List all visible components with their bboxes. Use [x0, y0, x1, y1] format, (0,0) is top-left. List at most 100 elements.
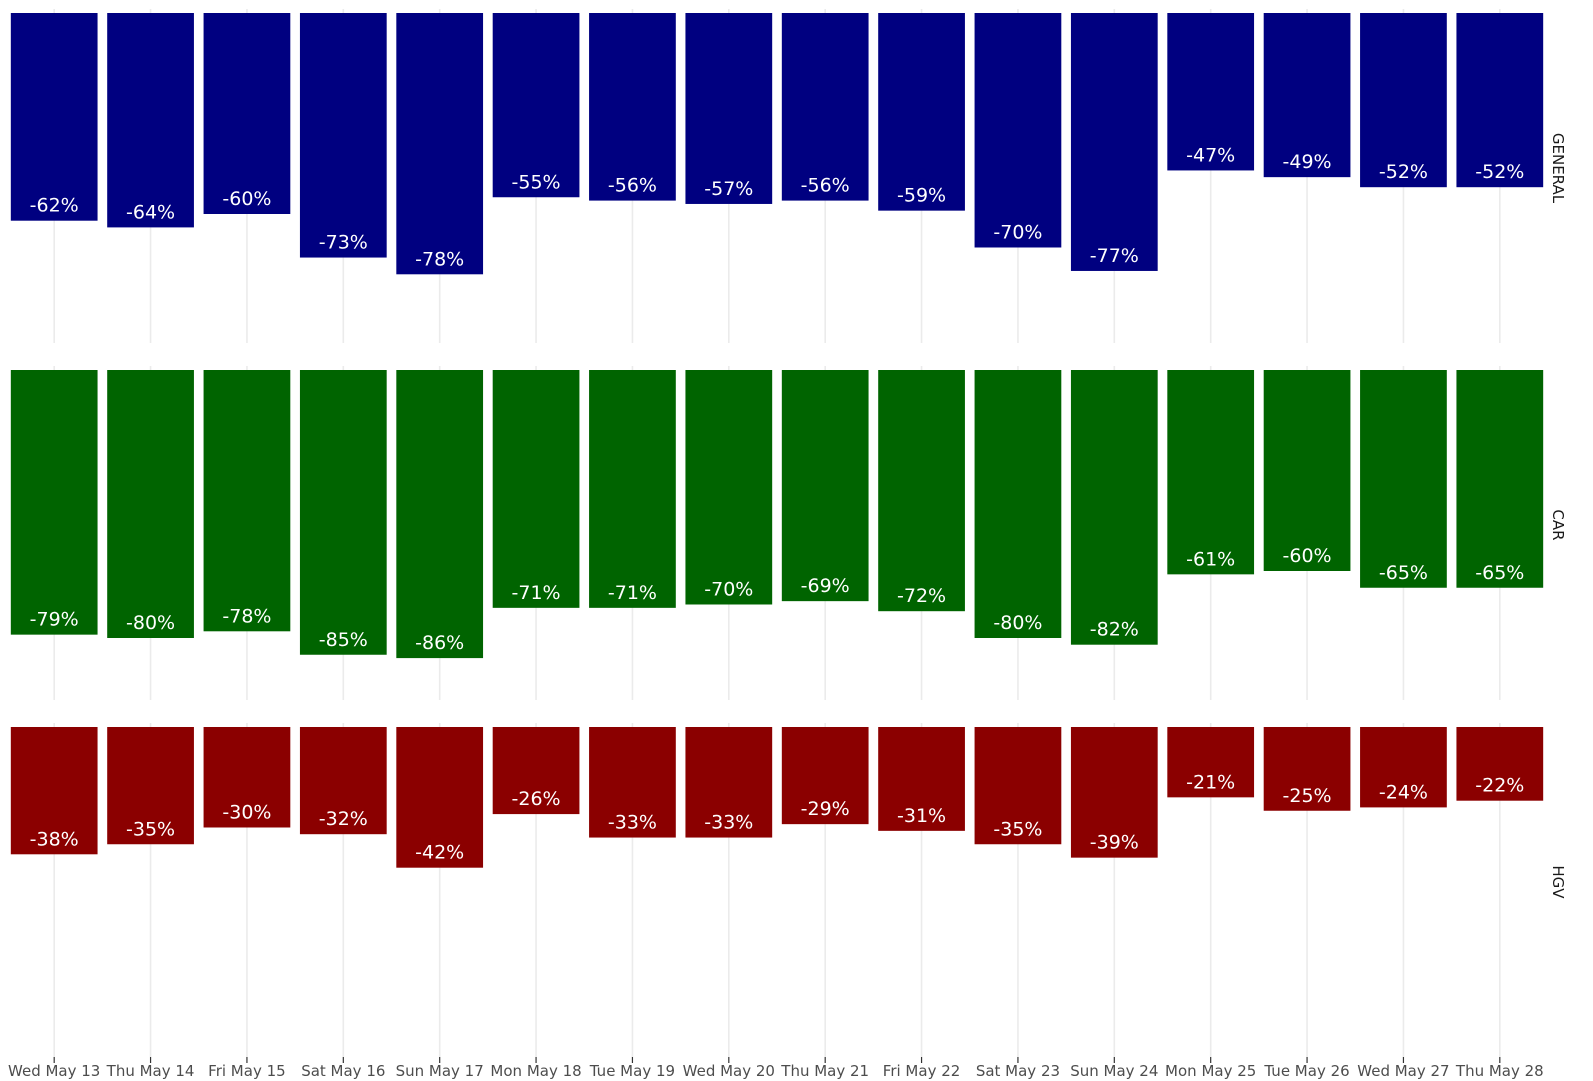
bar-value-label: -56%: [608, 175, 657, 197]
bar-car-8: [685, 370, 773, 605]
bar-general-3: [203, 13, 291, 214]
bar-value-label: -55%: [512, 171, 561, 193]
bar-general-4: [299, 13, 387, 258]
bar-value-label: -47%: [1186, 144, 1235, 166]
x-tick-label: Fri May 15: [208, 1062, 286, 1080]
bar-hgv-16: [1456, 727, 1544, 801]
bar-labels-layer: -62% -64% -60% -73% -78% -55% -56% -57% -56% -59%…: [30, 144, 1525, 863]
facet-label-hgv: HGV: [1549, 865, 1567, 899]
bar-hgv-8: [685, 727, 773, 838]
bar-value-label: -35%: [126, 818, 175, 840]
bar-value-label: -80%: [993, 612, 1042, 634]
bar-value-label: -65%: [1475, 562, 1524, 584]
bar-hgv-15: [1360, 727, 1447, 808]
bar-general-7: [589, 13, 676, 201]
bar-value-label: -30%: [222, 802, 271, 824]
bar-value-label: -33%: [704, 812, 753, 834]
bar-value-label: -72%: [897, 585, 946, 607]
bar-value-label: -60%: [222, 188, 271, 210]
bar-hgv-2: [107, 727, 194, 845]
bar-general-5: [396, 13, 484, 275]
bar-value-label: -80%: [126, 612, 175, 634]
bar-general-14: [1263, 13, 1351, 178]
bar-car-4: [299, 370, 387, 655]
x-axis: Wed May 13 Thu May 14 Fri May 15 Sat May 16…: [8, 1057, 1544, 1080]
bar-value-label: -69%: [801, 575, 850, 597]
bar-general-10: [878, 13, 965, 211]
bar-car-3: [203, 370, 291, 632]
x-tick-label: Tue May 26: [1263, 1062, 1349, 1080]
bar-value-label: -78%: [222, 605, 271, 627]
facet-label-general: GENERAL: [1549, 133, 1567, 204]
bar-general-6: [492, 13, 580, 198]
bar-car-16: [1456, 370, 1544, 588]
bar-value-label: -71%: [512, 582, 561, 604]
bars-layer: [10, 13, 1544, 868]
facet-strip-labels: GENERAL CAR HGV: [1549, 133, 1567, 899]
x-tick-label: Mon May 25: [1165, 1062, 1256, 1080]
bar-value-label: -85%: [319, 629, 368, 651]
bar-general-16: [1456, 13, 1544, 188]
bar-value-label: -64%: [126, 201, 175, 223]
bar-value-label: -56%: [801, 175, 850, 197]
x-tick-label: Sat May 16: [301, 1062, 385, 1080]
bar-hgv-6: [492, 727, 580, 815]
bar-value-label: -62%: [30, 195, 79, 217]
bar-value-label: -26%: [512, 788, 561, 810]
bar-hgv-10: [878, 727, 965, 831]
x-tick-label: Sun May 24: [1070, 1062, 1158, 1080]
bar-value-label: -21%: [1186, 771, 1235, 793]
bar-car-12: [1070, 370, 1158, 645]
bar-value-label: -38%: [30, 828, 79, 850]
x-tick-label: Wed May 13: [8, 1062, 100, 1080]
bar-value-label: -71%: [608, 582, 657, 604]
bar-value-label: -82%: [1090, 619, 1139, 641]
x-tick-label: Thu May 21: [780, 1062, 869, 1080]
bar-value-label: -73%: [319, 232, 368, 254]
bar-value-label: -42%: [415, 842, 464, 864]
bar-value-label: -22%: [1475, 775, 1524, 797]
bar-car-15: [1360, 370, 1447, 588]
bar-value-label: -52%: [1379, 161, 1428, 183]
bar-hgv-11: [974, 727, 1062, 845]
bar-value-label: -79%: [30, 609, 79, 631]
bar-value-label: -86%: [415, 632, 464, 654]
bar-general-12: [1070, 13, 1158, 271]
bar-value-label: -77%: [1090, 245, 1139, 267]
bar-hgv-12: [1070, 727, 1158, 858]
x-tick-label: Mon May 18: [490, 1062, 581, 1080]
bar-value-label: -24%: [1379, 781, 1428, 803]
bar-hgv-9: [781, 727, 869, 825]
bar-hgv-7: [589, 727, 676, 838]
bar-hgv-4: [299, 727, 387, 835]
x-tick-label: Thu May 14: [106, 1062, 195, 1080]
bar-car-11: [974, 370, 1062, 638]
bar-general-13: [1167, 13, 1255, 171]
facet-label-car: CAR: [1549, 509, 1567, 540]
bar-car-5: [396, 370, 484, 659]
bar-value-label: -32%: [319, 808, 368, 830]
bar-value-label: -33%: [608, 812, 657, 834]
bar-value-label: -35%: [993, 818, 1042, 840]
bar-value-label: -70%: [993, 222, 1042, 244]
bar-general-8: [685, 13, 773, 204]
bar-general-15: [1360, 13, 1447, 188]
bar-value-label: -52%: [1475, 161, 1524, 183]
bar-hgv-13: [1167, 727, 1255, 798]
x-tick-label: Sat May 23: [976, 1062, 1060, 1080]
bar-value-label: -60%: [1283, 545, 1332, 567]
x-tick-label: Fri May 22: [883, 1062, 961, 1080]
bar-value-label: -61%: [1186, 548, 1235, 570]
bar-value-label: -78%: [415, 248, 464, 270]
bar-car-14: [1263, 370, 1351, 571]
bar-value-label: -31%: [897, 805, 946, 827]
bar-value-label: -57%: [704, 178, 753, 200]
bar-hgv-14: [1263, 727, 1351, 811]
bar-car-1: [10, 370, 98, 635]
bar-car-13: [1167, 370, 1255, 575]
bar-value-label: -65%: [1379, 562, 1428, 584]
x-tick-label: Tue May 19: [589, 1062, 675, 1080]
bar-value-label: -49%: [1283, 151, 1332, 173]
bar-hgv-5: [396, 727, 484, 868]
